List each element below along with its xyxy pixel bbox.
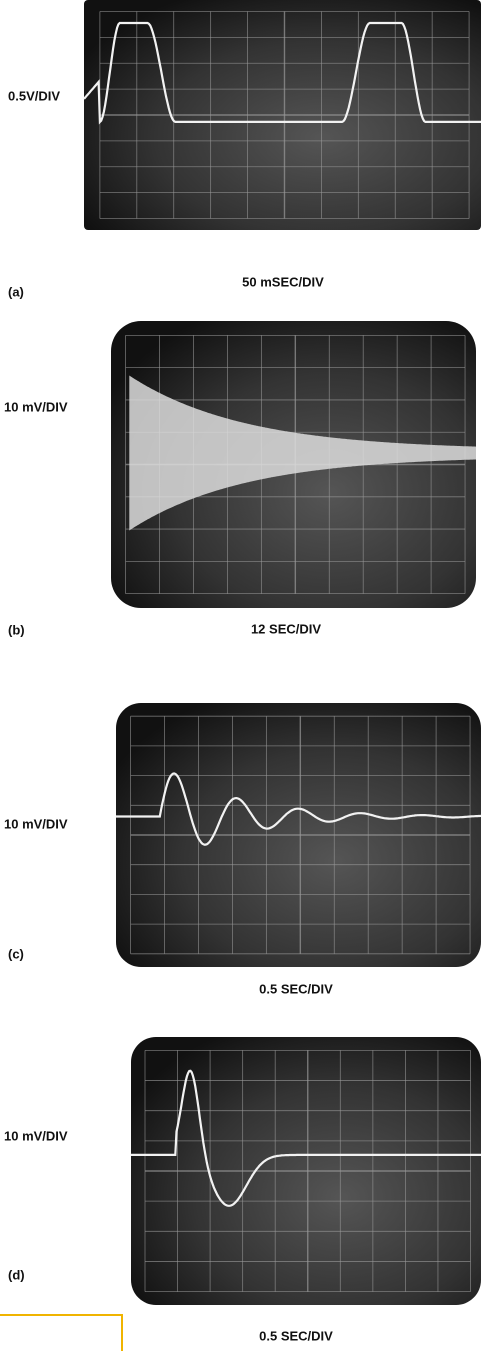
panel-label: (a) bbox=[8, 284, 24, 299]
x-scale-label: 0.5 SEC/DIV bbox=[259, 981, 333, 996]
panel-label: (d) bbox=[8, 1267, 25, 1282]
scope-photo bbox=[131, 1037, 481, 1305]
x-scale-label: 0.5 SEC/DIV bbox=[259, 1328, 333, 1343]
y-scale-label: 10 mV/DIV bbox=[4, 816, 68, 831]
trace bbox=[116, 772, 481, 846]
y-scale-label: 10 mV/DIV bbox=[4, 399, 68, 414]
panel-label: (c) bbox=[8, 946, 24, 961]
trace bbox=[131, 1069, 481, 1207]
y-scale-label: 0.5V/DIV bbox=[8, 88, 60, 103]
scope-photo bbox=[116, 703, 481, 967]
scope-photo bbox=[111, 321, 477, 608]
scope-photo bbox=[83, 0, 481, 230]
trace bbox=[83, 21, 481, 125]
trace-envelope bbox=[129, 375, 477, 531]
y-scale-label: 10 mV/DIV bbox=[4, 1128, 68, 1143]
accent-line bbox=[0, 1314, 123, 1351]
panel-label: (b) bbox=[8, 622, 25, 637]
x-scale-label: 50 mSEC/DIV bbox=[242, 274, 324, 289]
x-scale-label: 12 SEC/DIV bbox=[251, 621, 321, 636]
